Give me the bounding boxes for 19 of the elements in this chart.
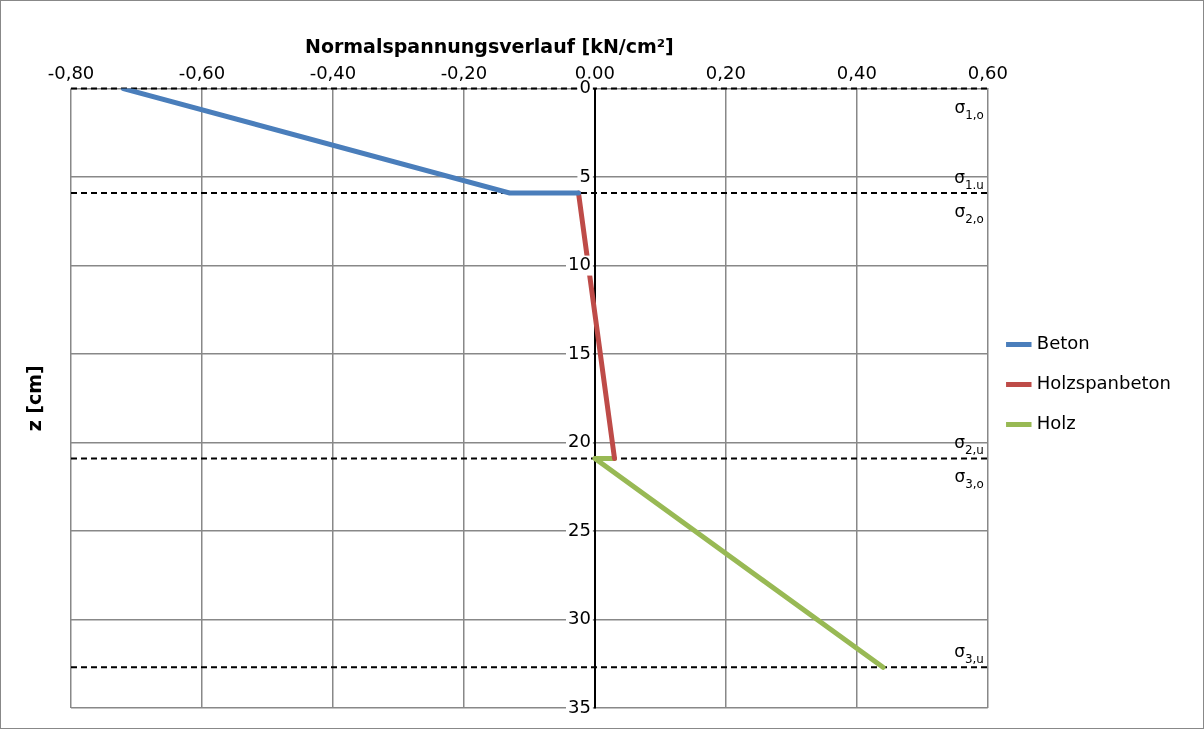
- x-tick-label: -0,60: [178, 62, 226, 84]
- x-tick-label: -0,20: [440, 62, 488, 84]
- y-axis-title: z [cm]: [22, 365, 45, 432]
- x-tick-label: -0,40: [309, 62, 357, 84]
- y-tick-label: 15: [567, 341, 591, 363]
- y-tick-label: 25: [567, 518, 591, 540]
- legend-label: Beton: [1036, 332, 1090, 354]
- x-tick-label: 0,60: [967, 62, 1008, 84]
- y-tick-label: 10: [567, 253, 591, 275]
- y-tick-label: 5: [579, 164, 591, 186]
- y-tick-label: 20: [567, 430, 591, 452]
- y-tick-label: 30: [567, 607, 591, 629]
- x-axis-title: Normalspannungsverlauf [kN/cm²]: [304, 34, 674, 57]
- x-tick-label: -0,80: [47, 62, 95, 84]
- y-tick-label: 35: [567, 695, 591, 717]
- x-tick-label: 0,20: [705, 62, 746, 84]
- x-tick-label: 0,40: [836, 62, 877, 84]
- legend-label: Holz: [1036, 412, 1076, 434]
- legend-label: Holzspanbeton: [1036, 372, 1171, 394]
